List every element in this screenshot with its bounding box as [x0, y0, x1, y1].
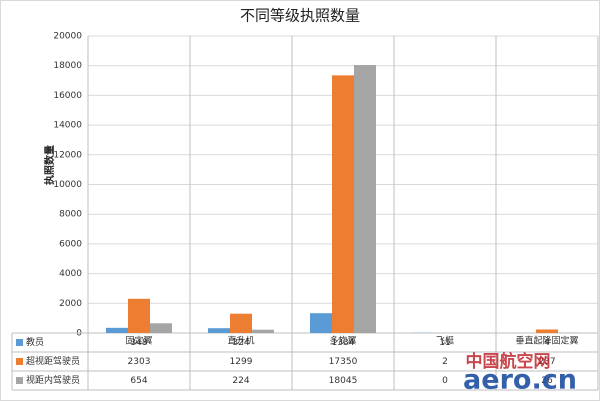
table-cell: 237: [538, 357, 555, 367]
y-tick-label: 2000: [59, 299, 82, 309]
bar: [150, 323, 172, 333]
x-tick-label: 飞艇: [436, 335, 454, 347]
bar: [332, 75, 354, 333]
bar: [252, 329, 274, 333]
table-cell: 348: [130, 338, 147, 348]
table-cell: 0: [442, 376, 448, 386]
legend-swatch: [16, 358, 23, 365]
legend-label: 视距内驾驶员: [26, 374, 80, 386]
y-tick-label: 8000: [59, 210, 82, 220]
table-cell: 2303: [128, 357, 151, 367]
table-cell: 11: [439, 338, 450, 348]
bar: [536, 329, 558, 333]
table-cell: 324: [232, 338, 249, 348]
bar: [230, 313, 252, 333]
table-cell: 2: [442, 357, 448, 367]
watermark-logo: aero.cn: [463, 365, 577, 396]
bar: [208, 328, 230, 333]
y-tick-label: 4000: [59, 269, 82, 279]
table-cell: 1299: [230, 357, 253, 367]
x-tick-label: 多旋翼: [329, 335, 356, 347]
watermark-text: 中国航空网: [466, 351, 551, 372]
y-tick-label: 16000: [53, 91, 82, 101]
legend-label: 教员: [26, 336, 44, 348]
table-cell: 17350: [329, 357, 358, 367]
y-tick-label: 20000: [53, 32, 82, 42]
table-cell: 26: [541, 376, 553, 386]
table-cell: 654: [130, 376, 147, 386]
y-tick-label: 10000: [53, 180, 82, 190]
legend-swatch: [16, 377, 23, 384]
y-tick-label: 12000: [53, 150, 82, 160]
legend-swatch: [16, 339, 23, 346]
table-cell: 4: [544, 338, 550, 348]
x-tick-label: 固定翼: [125, 335, 152, 347]
bar: [354, 65, 376, 334]
chart-title: 不同等级执照数量: [240, 7, 360, 25]
x-tick-label: 垂直起降固定翼: [515, 335, 578, 347]
y-tick-label: 14000: [53, 121, 82, 131]
legend-label: 超视距驾驶员: [26, 355, 80, 367]
y-axis-title: 执照数量: [43, 145, 56, 185]
bar: [310, 313, 332, 333]
table-cell: 1334: [332, 338, 355, 348]
table-cell: 224: [232, 376, 249, 386]
bar: [128, 298, 150, 333]
x-tick-label: 直升机: [227, 335, 254, 347]
y-tick-label: 6000: [59, 239, 82, 249]
table-cell: 18045: [329, 376, 358, 386]
bar: [106, 327, 128, 333]
y-tick-label: 18000: [53, 61, 82, 71]
